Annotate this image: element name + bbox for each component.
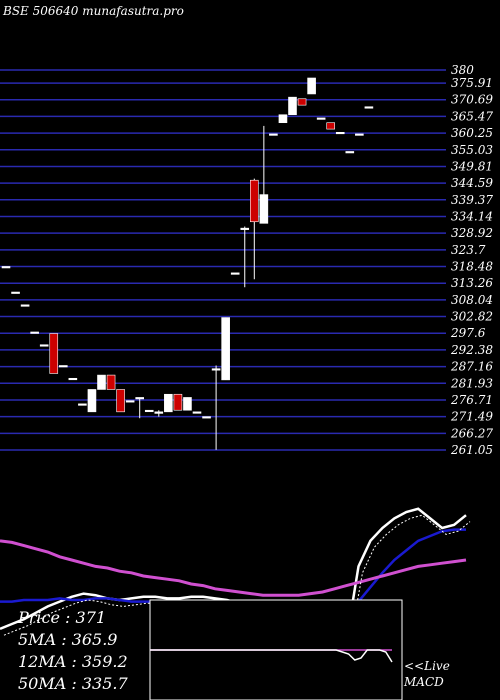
y-tick-label: 313.26 bbox=[451, 276, 493, 290]
candle-body bbox=[240, 227, 250, 230]
candle-body bbox=[278, 114, 288, 124]
candle-body bbox=[211, 368, 221, 371]
candle-body bbox=[49, 333, 59, 374]
candle-body bbox=[297, 98, 307, 106]
candle-body bbox=[221, 317, 230, 381]
y-tick-label: 323.7 bbox=[451, 243, 486, 257]
candle-layer bbox=[1, 77, 374, 450]
candle-body bbox=[269, 133, 278, 136]
y-tick-label: 328.92 bbox=[451, 226, 493, 240]
candle-body bbox=[355, 133, 364, 136]
candle-body bbox=[58, 365, 68, 368]
y-tick-label: 302.82 bbox=[451, 310, 493, 324]
y-tick-label: 318.48 bbox=[451, 260, 493, 274]
macd-label: MACD bbox=[404, 675, 444, 689]
macd-live-label: <<Live bbox=[404, 659, 450, 673]
chart-title: BSE 506640 munafasutra.pro bbox=[3, 4, 184, 18]
candle-body bbox=[250, 179, 259, 223]
y-tick-label: 334.14 bbox=[451, 210, 493, 224]
candle-body bbox=[154, 411, 164, 414]
price-readout: Price : 371 bbox=[18, 608, 107, 627]
y-tick-label: 370.69 bbox=[451, 93, 493, 107]
macd-layer bbox=[150, 649, 393, 663]
y-tick-label: 308.04 bbox=[451, 293, 493, 307]
y-tick-label: 292.38 bbox=[450, 343, 493, 357]
ma12-readout: 12MA : 359.2 bbox=[18, 652, 128, 671]
candle-body bbox=[307, 77, 316, 95]
y-tick-label: 287.16 bbox=[450, 360, 493, 374]
candle-body bbox=[39, 344, 49, 347]
candle-body bbox=[164, 393, 173, 413]
ma-line-50ma bbox=[0, 539, 467, 597]
candle-body bbox=[326, 122, 336, 130]
y-tick-label: 261.05 bbox=[450, 443, 493, 457]
y-tick-label: 344.59 bbox=[451, 176, 493, 190]
ma50-readout: 50MA : 335.7 bbox=[18, 674, 128, 693]
candle-body bbox=[87, 389, 97, 413]
candle-body bbox=[125, 400, 135, 403]
y-tick-label: 365.47 bbox=[451, 109, 493, 123]
candle-body bbox=[183, 397, 192, 411]
candle-body bbox=[11, 291, 20, 294]
candle-body bbox=[20, 304, 30, 307]
candle-body bbox=[345, 151, 355, 154]
y-tick-label: 271.49 bbox=[450, 410, 493, 424]
candle-body bbox=[1, 266, 11, 269]
candle-body bbox=[192, 411, 202, 414]
candle-body bbox=[230, 272, 240, 275]
candle-body bbox=[335, 131, 345, 135]
candle-body bbox=[173, 393, 183, 411]
y-tick-label: 339.37 bbox=[451, 193, 493, 207]
macd-line bbox=[150, 649, 393, 663]
y-tick-label: 276.71 bbox=[450, 393, 493, 407]
candle-body bbox=[116, 389, 125, 413]
y-tick-label: 349.81 bbox=[451, 159, 493, 173]
y-tick-label: 360.25 bbox=[451, 126, 493, 140]
candle-body bbox=[202, 416, 211, 419]
candle-body bbox=[316, 117, 326, 120]
y-tick-label: 281.93 bbox=[450, 376, 493, 390]
ma5-readout: 5MA : 365.9 bbox=[18, 630, 118, 649]
candle-body bbox=[30, 331, 39, 334]
candle-body bbox=[144, 409, 154, 413]
candle-body bbox=[259, 194, 269, 224]
y-tick-label: 380 bbox=[451, 63, 474, 77]
y-tick-label: 375.91 bbox=[451, 76, 493, 90]
candle-body bbox=[68, 377, 78, 381]
y-tick-label: 297.6 bbox=[450, 326, 486, 340]
y-tick-label: 355.03 bbox=[451, 143, 493, 157]
candle-body bbox=[364, 106, 374, 109]
candle-body bbox=[78, 403, 87, 406]
y-tick-label: 266.27 bbox=[450, 426, 493, 440]
candle-body bbox=[97, 374, 106, 390]
candle-body bbox=[135, 397, 144, 400]
candle-body bbox=[106, 374, 116, 390]
candle-body bbox=[288, 96, 297, 116]
